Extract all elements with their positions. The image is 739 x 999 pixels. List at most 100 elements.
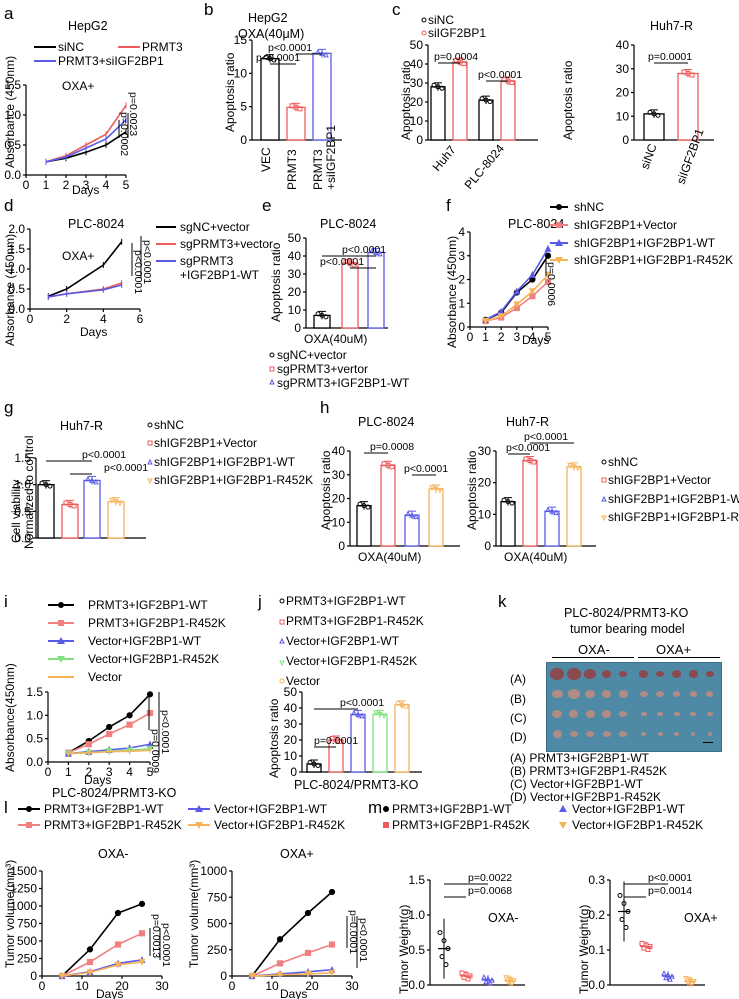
data-point (429, 485, 435, 491)
data-point (47, 483, 53, 489)
y-tick-label: 30 (410, 76, 424, 90)
x-tick-label: 2 (85, 765, 92, 779)
x-tick-label: 0 (45, 765, 52, 779)
x-tick-label: 4 (529, 330, 536, 344)
panel-l-ylabel-right: Tumor volume(mm³) (187, 860, 201, 968)
data-point (509, 80, 515, 86)
series-line (48, 241, 123, 297)
bar (83, 479, 101, 539)
bar (367, 251, 385, 329)
bar (61, 503, 79, 539)
panel-e-title: PLC-8024 (320, 217, 376, 231)
legend-shigf2bp1-wt: shIGF2BP1+IGF2BP1-WT (608, 492, 739, 506)
panel-c1-ylabel: Apoptosis ratio (399, 60, 413, 140)
panel-l-left-pval-2: p<0.0001 (160, 923, 172, 967)
panel-label-k: k (498, 592, 507, 611)
legend-sgnc-vector: sgNC+vector (277, 348, 347, 362)
series-line (251, 943, 333, 977)
data-point (645, 947, 651, 952)
panel-c1-chart: siNC siIGF2BP1 Apoptosis ratio 0 10 20 30 40… (399, 13, 538, 192)
data-point (575, 465, 581, 472)
y-tick-label: 0.0 (588, 978, 605, 992)
data-point (89, 477, 95, 483)
y-tick-label: 0 (294, 321, 301, 335)
data-point (351, 262, 357, 268)
data-point (621, 901, 627, 906)
bar (500, 80, 516, 141)
legend-shigf2bp1-r452k: shIGF2BP1+IGF2BP1-R452K (608, 510, 739, 524)
series-line (48, 284, 122, 298)
tumor-sample (619, 730, 627, 738)
data-point (113, 499, 119, 505)
panel-g-chart: Huh7-R Cell viabilityNormalized to contr… (9, 418, 313, 549)
data-point (487, 979, 493, 986)
panel-b-title: HepG2 (248, 11, 288, 25)
x-tick-label: 2 (63, 178, 70, 192)
data-point (511, 978, 517, 984)
tumor-sample (691, 732, 695, 736)
panel-k-legend-c: (C) Vector+IGF2BP1-WT (510, 777, 644, 791)
data-point (381, 713, 387, 720)
tumor-sample (602, 730, 611, 738)
y-tick-label: 50 (288, 231, 302, 245)
data-point (507, 976, 513, 983)
panel-l-xlabel-left: Days (96, 987, 123, 999)
y-tick-label: 0 (240, 133, 247, 147)
bar (566, 466, 582, 547)
legend-shnc: shNC (608, 455, 638, 469)
y-tick-label: 500 (207, 917, 227, 931)
panel-h1-xlabel: OXA(40uM) (358, 550, 421, 564)
series-line (61, 961, 143, 977)
data-point (297, 106, 303, 112)
legend-prmt3-r452k: PRMT3+IGF2BP1-R452K (392, 818, 530, 832)
y-tick-label: 0.5 (26, 732, 43, 746)
tumor-sample (602, 690, 611, 698)
bar (478, 99, 494, 141)
panel-c2-chart: Huh7-R Apoptosis ratio 0 10 20 30 40 p=0.000… (561, 19, 714, 186)
tumor-sample (586, 730, 594, 738)
legend-prmt3-r452k: PRMT3+IGF2BP1-R452K (88, 616, 226, 630)
data-point (483, 978, 489, 985)
panel-h2-xlabel: OXA(40uM) (504, 550, 567, 564)
legend-prmt3-r452k: PRMT3+IGF2BP1-R452K (286, 614, 424, 628)
series-line (45, 119, 127, 163)
x-tick-label: 10 (265, 979, 279, 993)
panel-f-pval: p=0.0006 (545, 262, 557, 306)
legend-prmt3: PRMT3 (142, 40, 183, 54)
bar (394, 704, 410, 773)
data-point (365, 504, 371, 510)
panel-c1-legend: siNC siIGF2BP1 (421, 13, 486, 40)
data-point (403, 703, 409, 709)
y-tick-label: 10 (332, 515, 346, 529)
y-tick-label: 0 (220, 969, 227, 983)
data-point (413, 513, 419, 520)
data-point (549, 508, 555, 514)
panel-b-pval-2: p<0.0001 (268, 42, 312, 54)
y-tick-label: 20 (288, 285, 302, 299)
panel-l-chart: PRMT3+IGF2BP1-WT PRMT3+IGF2BP1-R452K Vec… (3, 802, 369, 999)
bar (500, 501, 516, 547)
panel-label-h: h (320, 398, 330, 417)
y-tick-label: 0.5 (4, 138, 21, 152)
data-point (619, 917, 625, 922)
y-tick-label: 30 (332, 468, 346, 482)
panel-l-legend: PRMT3+IGF2BP1-WT PRMT3+IGF2BP1-R452K Vec… (18, 802, 345, 832)
y-tick-label: 40 (410, 57, 424, 71)
x-tick-label: 2 (63, 312, 70, 326)
y-tick-label: 0.5 (14, 504, 31, 518)
series-line (61, 903, 143, 977)
bar (428, 488, 444, 547)
panel-l-right-title: OXA+ (280, 847, 314, 861)
tumor-sample (674, 732, 679, 736)
bar (372, 713, 388, 773)
legend-shigf2bp1-r452k: shIGF2BP1+IGF2BP1-R452K (154, 473, 313, 487)
legend-prmt3-wt: PRMT3+IGF2BP1-WT (88, 598, 208, 612)
panel-b-ylabel: Apoptosis ratio (223, 52, 237, 132)
panel-g-legend: shNC shIGF2BP1+Vector shIGF2BP1+IGF2BP1-… (147, 418, 313, 487)
x-tick-label: 3 (513, 330, 520, 344)
y-tick-label: 1.5 (26, 685, 43, 699)
panel-label-f: f (446, 196, 451, 215)
bar (430, 86, 446, 141)
panel-f-xlabel: Days (522, 333, 549, 347)
